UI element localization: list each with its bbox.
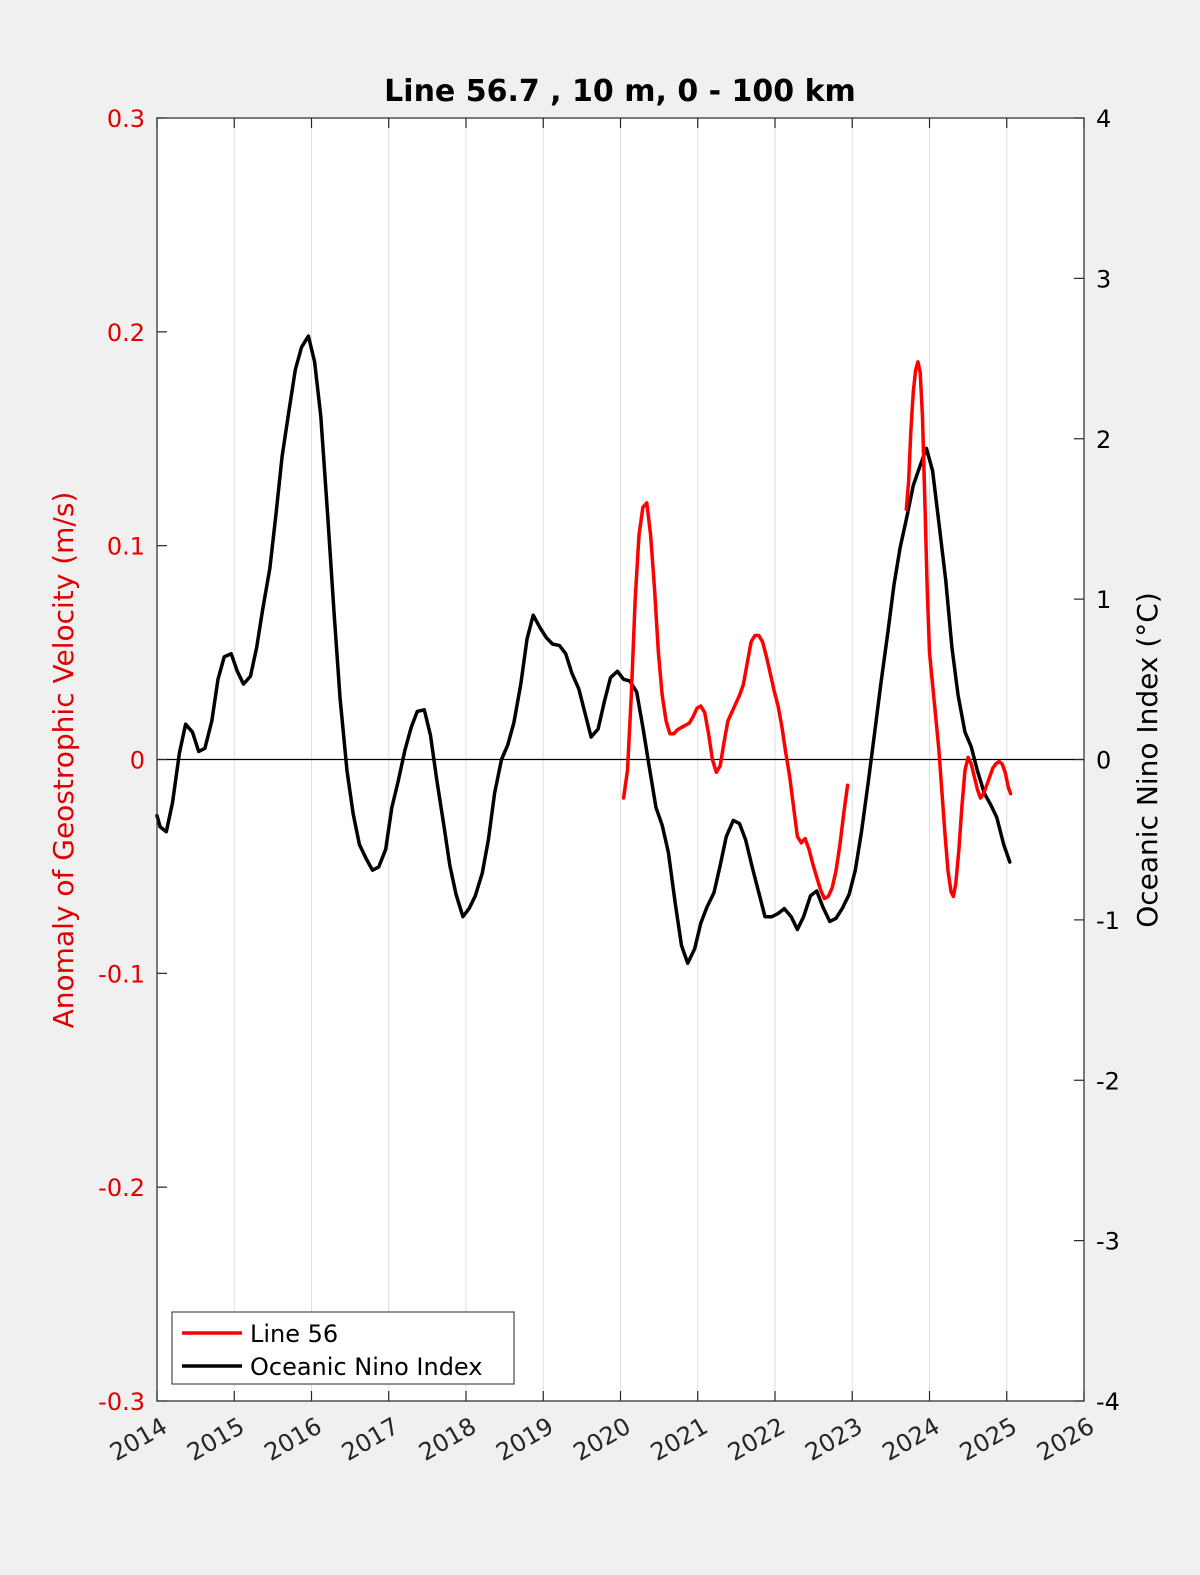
right-y-tick-label-0: 0 <box>1096 747 1111 775</box>
left-y-tick-label-0.2: 0.2 <box>107 319 145 347</box>
right-y-tick-label-1: 1 <box>1096 586 1111 614</box>
legend-entry-oni: Oceanic Nino Index <box>250 1353 482 1381</box>
left-y-tick-label-0.3: 0.3 <box>107 105 145 133</box>
x-tick-label-2020: 2020 <box>569 1412 636 1467</box>
legend: Line 56 Oceanic Nino Index <box>171 1311 515 1385</box>
x-tick-label-2018: 2018 <box>414 1412 481 1467</box>
left-y-tick-label-0.1: 0.1 <box>107 533 145 561</box>
x-tick-label-2015: 2015 <box>182 1412 249 1467</box>
axis-ticks <box>156 117 1085 1402</box>
x-tick-label-2024: 2024 <box>878 1412 945 1467</box>
x-tick-label-2022: 2022 <box>723 1412 790 1467</box>
x-tick-label-2017: 2017 <box>337 1412 404 1467</box>
x-tick-label-2019: 2019 <box>491 1412 558 1467</box>
series-line-56-2023-2025 <box>904 360 1013 899</box>
x-tick-label-2026: 2026 <box>1032 1412 1099 1467</box>
right-y-tick-label--4: -4 <box>1096 1388 1120 1416</box>
right-y-tick-label--3: -3 <box>1096 1228 1120 1256</box>
right-y-tick-label--2: -2 <box>1096 1067 1120 1095</box>
left-y-tick-label--0.1: -0.1 <box>98 960 145 988</box>
right-y-tick-labels: 4 3 2 1 0 -1 -2 -3 -4 <box>1096 105 1120 1416</box>
left-y-tick-label--0.2: -0.2 <box>98 1174 145 1202</box>
right-y-tick-label-4: 4 <box>1096 105 1111 133</box>
right-y-tick-label--1: -1 <box>1096 907 1120 935</box>
left-y-axis-label: Anomaly of Geostrophic Velocity (m/s) <box>47 492 80 1029</box>
left-y-tick-label--0.3: -0.3 <box>98 1388 145 1416</box>
series-line-56 <box>621 501 850 901</box>
x-tick-label-2016: 2016 <box>260 1412 327 1467</box>
x-tick-label-2025: 2025 <box>955 1412 1022 1467</box>
chart-title: Line 56.7 , 10 m, 0 - 100 km <box>384 74 856 109</box>
left-y-tick-labels: 0.3 0.2 0.1 0 -0.1 -0.2 -0.3 <box>98 105 145 1416</box>
legend-entry-line56: Line 56 <box>250 1320 338 1348</box>
x-tick-labels: 2014 2015 2016 2017 2018 2019 2020 2021 2022 2023… <box>105 1412 1099 1467</box>
right-y-tick-label-3: 3 <box>1096 265 1111 293</box>
series-oceanic-nino-index <box>155 334 1012 965</box>
right-y-axis-label: Oceanic Nino Index (°C) <box>1131 592 1164 928</box>
x-tick-label-2023: 2023 <box>800 1412 867 1467</box>
x-tick-label-2021: 2021 <box>646 1412 713 1467</box>
right-y-tick-label-2: 2 <box>1096 426 1111 454</box>
series-layer <box>155 334 1013 965</box>
legend-box <box>171 1311 515 1385</box>
left-y-tick-label-0: 0 <box>130 747 145 775</box>
x-tick-label-2014: 2014 <box>105 1412 172 1467</box>
